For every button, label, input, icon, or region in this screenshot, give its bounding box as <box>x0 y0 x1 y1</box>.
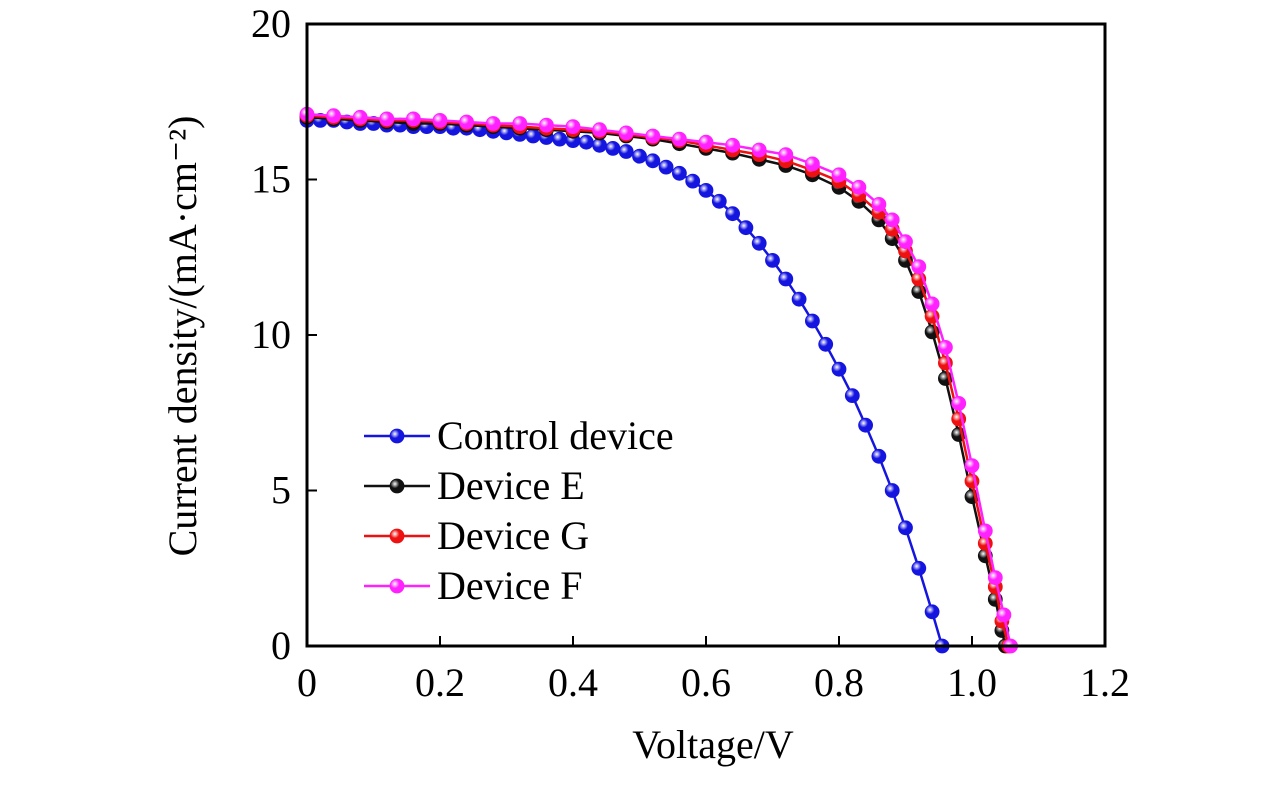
data-point <box>512 116 528 131</box>
data-point <box>751 235 767 251</box>
data-point <box>791 291 807 307</box>
x-tick-label: 1.0 <box>947 660 997 705</box>
data-point <box>831 167 847 183</box>
data-point <box>645 128 661 144</box>
data-point <box>552 131 568 147</box>
data-point <box>924 604 940 620</box>
legend-item: Device E <box>364 463 585 508</box>
data-point <box>751 142 767 158</box>
data-point <box>725 206 740 222</box>
data-point <box>698 182 714 198</box>
series-line <box>306 112 1012 647</box>
data-point <box>898 234 913 250</box>
data-point <box>618 125 634 141</box>
series-2 <box>299 108 1016 654</box>
series-line <box>306 116 1007 647</box>
data-point <box>578 134 594 150</box>
data-point <box>964 458 980 474</box>
legend-label: Device E <box>437 463 585 508</box>
data-point <box>884 483 900 498</box>
data-point <box>844 388 860 404</box>
series-line <box>306 114 1010 647</box>
data-point <box>987 570 1003 585</box>
legend-item: Device F <box>364 563 583 608</box>
x-tick-label: 0 <box>297 660 317 705</box>
data-point <box>698 134 714 150</box>
data-point <box>326 108 342 124</box>
data-point <box>725 137 740 153</box>
y-axis-title: Current density/(mA·cm⁻²) <box>160 116 205 557</box>
data-point <box>778 147 794 163</box>
y-tick-label: 0 <box>271 623 291 668</box>
data-point <box>658 159 674 175</box>
data-point <box>405 111 421 127</box>
data-point <box>352 109 368 125</box>
legend-label: Device F <box>437 563 583 608</box>
legend-item: Control device <box>364 413 674 458</box>
data-point <box>672 165 687 181</box>
series-line <box>307 119 944 647</box>
data-point <box>871 448 887 464</box>
ticks-layer: 0 0.2 0.4 0.6 0.8 1.0 1.2 0 5 10 15 20 <box>251 1 1130 705</box>
y-tick-label: 15 <box>251 157 291 202</box>
data-point <box>565 119 581 134</box>
data-point <box>485 116 501 131</box>
data-point <box>805 156 820 172</box>
data-point <box>938 339 953 355</box>
x-tick-label: 0.8 <box>814 660 864 705</box>
data-point <box>765 252 780 268</box>
data-point <box>618 144 634 159</box>
data-point <box>871 196 887 212</box>
data-point <box>379 111 395 127</box>
data-point <box>605 140 621 156</box>
x-tick-label: 0.6 <box>681 660 731 705</box>
data-point <box>858 417 873 433</box>
legend-marker <box>389 428 405 444</box>
legend-label: Device G <box>437 513 589 558</box>
x-tick-label: 0.2 <box>415 660 465 705</box>
x-tick-label: 0.4 <box>548 660 598 705</box>
data-point <box>805 313 820 329</box>
data-point <box>672 131 687 147</box>
series-3 <box>299 106 1018 654</box>
data-point <box>432 113 448 128</box>
legend-label: Control device <box>437 413 674 458</box>
data-point <box>951 395 967 411</box>
data-point <box>645 153 661 169</box>
data-point <box>525 128 541 144</box>
x-axis-title: Voltage/V <box>632 722 794 767</box>
data-point <box>898 520 913 536</box>
legend-marker <box>389 528 405 544</box>
y-tick-label: 10 <box>251 312 291 357</box>
y-tick-label: 20 <box>251 1 291 46</box>
data-point <box>911 259 927 275</box>
data-point <box>632 148 647 164</box>
y-tick-label: 5 <box>271 468 291 513</box>
data-point <box>996 607 1012 623</box>
legend-item: Device G <box>364 513 589 558</box>
data-point <box>831 361 847 377</box>
data-point <box>884 212 900 228</box>
data-point <box>818 336 834 352</box>
data-point <box>459 114 475 130</box>
legend-marker <box>389 578 405 594</box>
data-point <box>539 117 554 133</box>
data-point <box>778 271 794 287</box>
series-1 <box>299 109 1013 654</box>
data-point <box>924 296 940 312</box>
data-point <box>685 173 701 189</box>
x-tick-label: 1.2 <box>1080 660 1130 705</box>
legend-marker <box>389 478 405 494</box>
data-point <box>851 179 867 195</box>
legend: Control device Device E Device G Device F <box>364 413 674 608</box>
data-point <box>592 122 607 138</box>
data-point <box>711 193 727 209</box>
data-point <box>977 523 993 539</box>
data-point <box>738 220 754 236</box>
data-point <box>911 560 927 576</box>
data-point <box>592 137 607 153</box>
series-layer <box>299 106 1018 654</box>
